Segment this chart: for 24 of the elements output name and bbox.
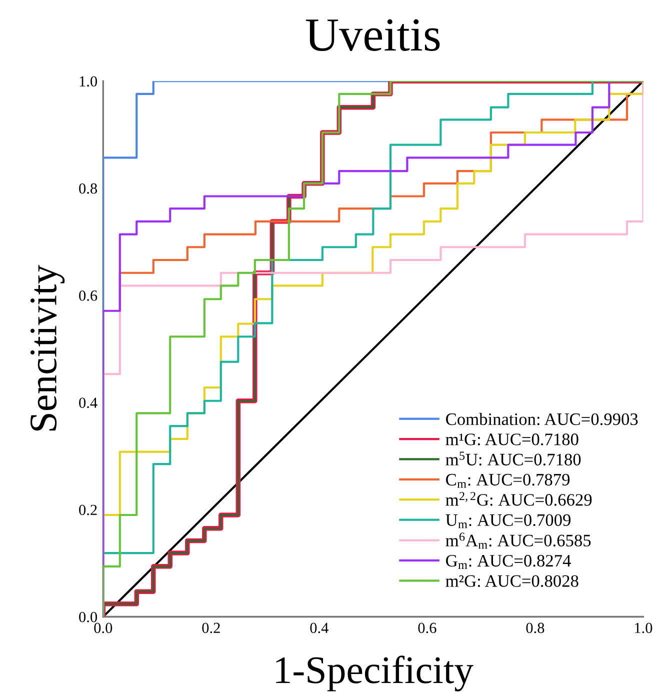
legend-label: U$_{m}$: AUC=0.7009 — [446, 514, 570, 528]
y-tick-label: 0.8 — [79, 183, 98, 194]
x-tick-label: 0.0 — [94, 622, 112, 634]
legend-label: Combination: AUC=0.9903 — [446, 412, 638, 426]
x-tick-label: 0.6 — [418, 622, 436, 634]
legend-label: m²G: AUC=0.8028 — [446, 575, 578, 587]
legend-label: m$^{6}$A$_{m}$: AUC=0.6585 — [446, 532, 591, 549]
legend-label: m$^{2,2}$G: AUC=0.6629 — [446, 492, 592, 506]
x-tick-label: 0.4 — [310, 622, 328, 634]
y-tick-label: 1.0 — [80, 76, 98, 87]
y-axis-title: Sencitivity — [30, 264, 65, 431]
y-tick-label: 0.0 — [79, 612, 98, 622]
x-tick-label: 0.8 — [526, 622, 544, 634]
y-tick-label: 0.2 — [79, 504, 97, 516]
y-tick-label: 0.6 — [79, 290, 98, 301]
chart-title: Uveitis — [306, 19, 440, 51]
y-tick-label: 0.4 — [79, 398, 98, 408]
legend-label: m$^{5}$U: AUC=0.7180 — [446, 452, 581, 466]
legend-label: G$_{m}$: AUC=0.8274 — [446, 554, 571, 569]
x-tick-label: 1.0 — [635, 622, 652, 634]
legend-label: C$_{m}$: AUC=0.7879 — [446, 474, 570, 488]
legend-label: m¹G: AUC=0.7180 — [446, 434, 578, 446]
x-axis-title: 1-Specificity — [276, 656, 474, 692]
x-tick-label: 0.2 — [202, 622, 220, 634]
